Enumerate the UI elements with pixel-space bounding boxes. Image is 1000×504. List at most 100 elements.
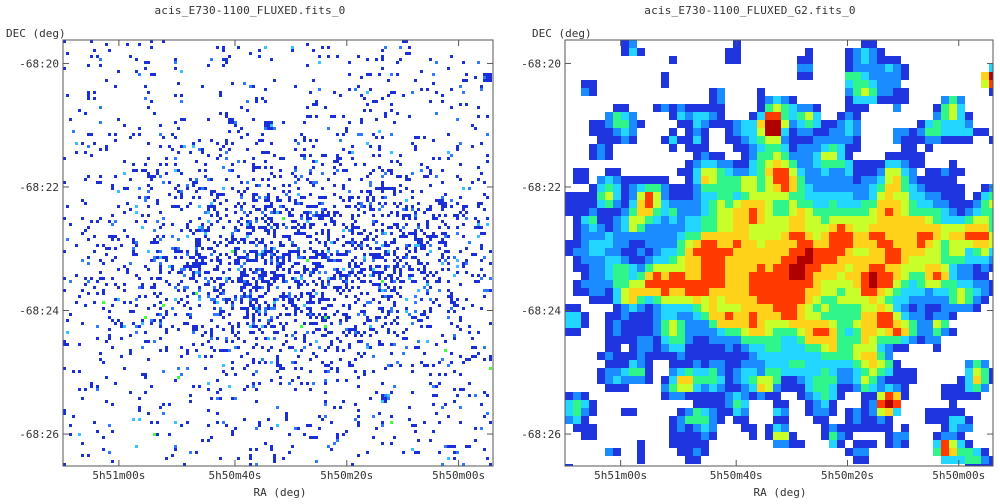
intensity-cell <box>701 224 709 232</box>
count-pixel <box>486 196 489 199</box>
intensity-cell <box>933 312 941 320</box>
count-pixel <box>237 268 240 271</box>
intensity-cell <box>693 120 701 128</box>
count-pixel <box>264 196 267 199</box>
intensity-cell <box>901 312 909 320</box>
intensity-cell <box>877 424 885 432</box>
count-pixel <box>360 202 363 205</box>
count-pixel <box>372 271 375 274</box>
count-pixel <box>246 232 249 235</box>
count-pixel <box>282 292 285 295</box>
intensity-cell <box>797 352 805 360</box>
intensity-cell <box>837 352 845 360</box>
count-pixel <box>366 58 369 61</box>
count-pixel <box>282 157 285 160</box>
count-pixel <box>186 421 189 424</box>
count-pixel <box>258 310 261 313</box>
count-pixel <box>372 415 375 418</box>
count-pixel <box>390 352 393 355</box>
count-pixel <box>318 61 321 64</box>
intensity-cell <box>989 232 993 240</box>
count-pixel <box>171 235 174 238</box>
count-pixel <box>402 280 405 283</box>
intensity-cell <box>669 320 677 328</box>
count-pixel <box>249 220 252 223</box>
intensity-cell <box>837 168 845 176</box>
count-pixel <box>390 364 393 367</box>
intensity-cell <box>685 216 693 224</box>
intensity-cell <box>789 432 797 440</box>
intensity-cell <box>797 144 805 152</box>
count-pixel <box>255 280 258 283</box>
count-pixel <box>357 313 360 316</box>
intensity-cell <box>653 288 661 296</box>
count-pixel <box>369 145 372 148</box>
intensity-cell <box>853 424 861 432</box>
count-pixel <box>363 229 366 232</box>
count-pixel <box>303 271 306 274</box>
intensity-cell <box>981 232 989 240</box>
count-pixel <box>156 277 159 280</box>
intensity-cell <box>965 288 973 296</box>
intensity-cell <box>853 368 861 376</box>
intensity-cell <box>589 120 597 128</box>
count-pixel <box>372 259 375 262</box>
count-pixel <box>198 265 201 268</box>
count-pixel <box>417 241 420 244</box>
count-pixel <box>105 400 108 403</box>
count-pixel <box>282 274 285 277</box>
count-pixel <box>207 292 210 295</box>
intensity-cell <box>829 384 837 392</box>
count-pixel <box>387 94 390 97</box>
count-pixel <box>312 280 315 283</box>
count-pixel <box>87 454 90 457</box>
intensity-cell <box>749 272 757 280</box>
count-pixel <box>189 178 192 181</box>
intensity-cell <box>765 280 773 288</box>
count-pixel <box>309 193 312 196</box>
intensity-cell <box>957 168 965 176</box>
count-pixel <box>402 235 405 238</box>
count-pixel <box>228 148 231 151</box>
count-pixel <box>195 178 198 181</box>
count-pixel <box>240 298 243 301</box>
count-pixel <box>294 313 297 316</box>
intensity-cell <box>581 432 589 440</box>
count-pixel <box>345 286 348 289</box>
intensity-cell <box>853 104 861 112</box>
intensity-cell <box>853 408 861 416</box>
count-pixel <box>264 199 267 202</box>
count-pixel <box>312 181 315 184</box>
count-pixel <box>174 313 177 316</box>
intensity-cell <box>813 168 821 176</box>
intensity-cell <box>965 448 973 456</box>
count-pixel <box>384 244 387 247</box>
intensity-cell <box>717 400 725 408</box>
intensity-cell <box>845 80 853 88</box>
intensity-cell <box>741 160 749 168</box>
intensity-cell <box>781 264 789 272</box>
count-pixel <box>447 133 450 136</box>
intensity-cell <box>957 112 965 120</box>
count-pixel <box>450 445 453 448</box>
intensity-cell <box>709 248 717 256</box>
count-pixel <box>348 151 351 154</box>
intensity-cell <box>629 120 637 128</box>
count-pixel <box>360 280 363 283</box>
count-pixel <box>390 151 393 154</box>
intensity-cell <box>909 208 917 216</box>
count-pixel <box>345 334 348 337</box>
count-pixel <box>135 241 138 244</box>
intensity-cell <box>773 120 781 128</box>
count-pixel <box>192 277 195 280</box>
count-pixel <box>306 382 309 385</box>
smoothed-map-y-axis-label: DEC (deg) <box>532 27 592 40</box>
count-pixel <box>231 304 234 307</box>
count-pixel <box>489 358 492 361</box>
intensity-cell <box>885 64 893 72</box>
count-pixel <box>372 274 375 277</box>
intensity-cell <box>749 336 757 344</box>
intensity-cell <box>933 200 941 208</box>
intensity-cell <box>909 176 917 184</box>
count-pixel <box>306 217 309 220</box>
